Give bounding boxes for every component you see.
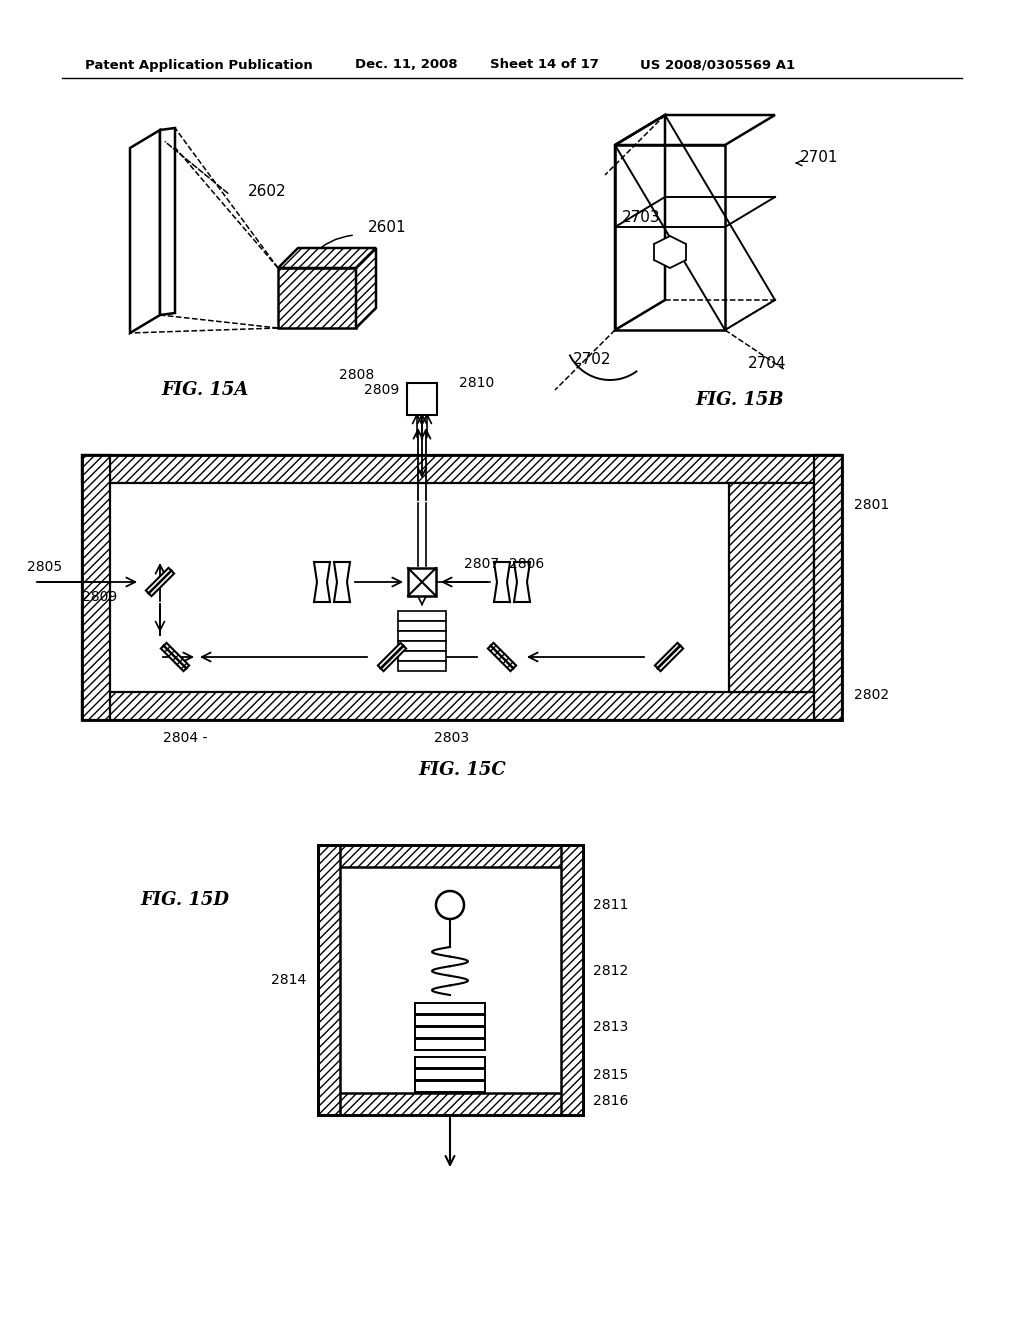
Bar: [398, 651, 446, 661]
Bar: [415, 1069, 485, 1080]
Bar: [318, 845, 583, 1115]
Text: 2805: 2805: [27, 560, 62, 574]
Text: 2816: 2816: [593, 1094, 629, 1107]
Bar: [415, 1015, 485, 1026]
Text: 2806: 2806: [509, 557, 545, 572]
Bar: [318, 845, 340, 1115]
Text: 2803: 2803: [434, 731, 470, 744]
Polygon shape: [145, 568, 174, 597]
Bar: [729, 483, 814, 692]
Text: 2601: 2601: [368, 220, 407, 235]
Text: 2809: 2809: [82, 590, 118, 605]
Bar: [82, 692, 842, 719]
Polygon shape: [278, 268, 356, 327]
Text: FIG. 15A: FIG. 15A: [162, 381, 249, 399]
Text: 2804 -: 2804 -: [163, 731, 207, 744]
Bar: [415, 1057, 485, 1068]
Text: 2808: 2808: [339, 368, 375, 381]
Text: 2813: 2813: [593, 1020, 629, 1034]
Bar: [561, 845, 583, 1115]
Bar: [415, 1081, 485, 1092]
Text: FIG. 15D: FIG. 15D: [140, 891, 229, 909]
Bar: [415, 1027, 485, 1038]
Bar: [398, 661, 446, 671]
Polygon shape: [378, 643, 407, 671]
Circle shape: [436, 891, 464, 919]
Text: 2815: 2815: [593, 1068, 629, 1082]
Bar: [398, 620, 446, 631]
Text: 2702: 2702: [573, 352, 611, 367]
Text: 2814: 2814: [270, 973, 306, 987]
Text: 2807: 2807: [465, 557, 500, 572]
Text: FIG. 15B: FIG. 15B: [695, 391, 784, 409]
Text: Patent Application Publication: Patent Application Publication: [85, 58, 312, 71]
Bar: [318, 1093, 583, 1115]
Bar: [407, 383, 437, 414]
Bar: [82, 455, 842, 719]
Polygon shape: [278, 248, 376, 268]
Bar: [398, 631, 446, 642]
Bar: [814, 455, 842, 719]
Bar: [318, 845, 583, 867]
Text: Sheet 14 of 17: Sheet 14 of 17: [490, 58, 599, 71]
Polygon shape: [356, 248, 376, 327]
Bar: [415, 1039, 485, 1049]
Polygon shape: [160, 128, 175, 315]
Text: FIG. 15C: FIG. 15C: [418, 762, 506, 779]
Bar: [408, 568, 436, 597]
Bar: [82, 455, 842, 483]
Text: 2703: 2703: [622, 210, 660, 226]
Text: 2801: 2801: [854, 498, 889, 512]
Text: 2811: 2811: [593, 898, 629, 912]
Polygon shape: [487, 643, 516, 671]
Text: 2701: 2701: [800, 150, 839, 165]
Text: 2810: 2810: [460, 376, 495, 389]
Bar: [398, 642, 446, 651]
Text: 2812: 2812: [593, 964, 629, 978]
Text: Dec. 11, 2008: Dec. 11, 2008: [355, 58, 458, 71]
Text: 2602: 2602: [248, 185, 287, 199]
Polygon shape: [655, 643, 683, 671]
Text: 2802: 2802: [854, 688, 889, 702]
Bar: [82, 455, 110, 719]
Text: 2704: 2704: [748, 355, 786, 371]
Polygon shape: [654, 236, 686, 268]
Polygon shape: [161, 643, 189, 671]
Text: US 2008/0305569 A1: US 2008/0305569 A1: [640, 58, 795, 71]
Bar: [415, 1003, 485, 1014]
Text: 2809: 2809: [365, 383, 399, 397]
Bar: [398, 611, 446, 620]
